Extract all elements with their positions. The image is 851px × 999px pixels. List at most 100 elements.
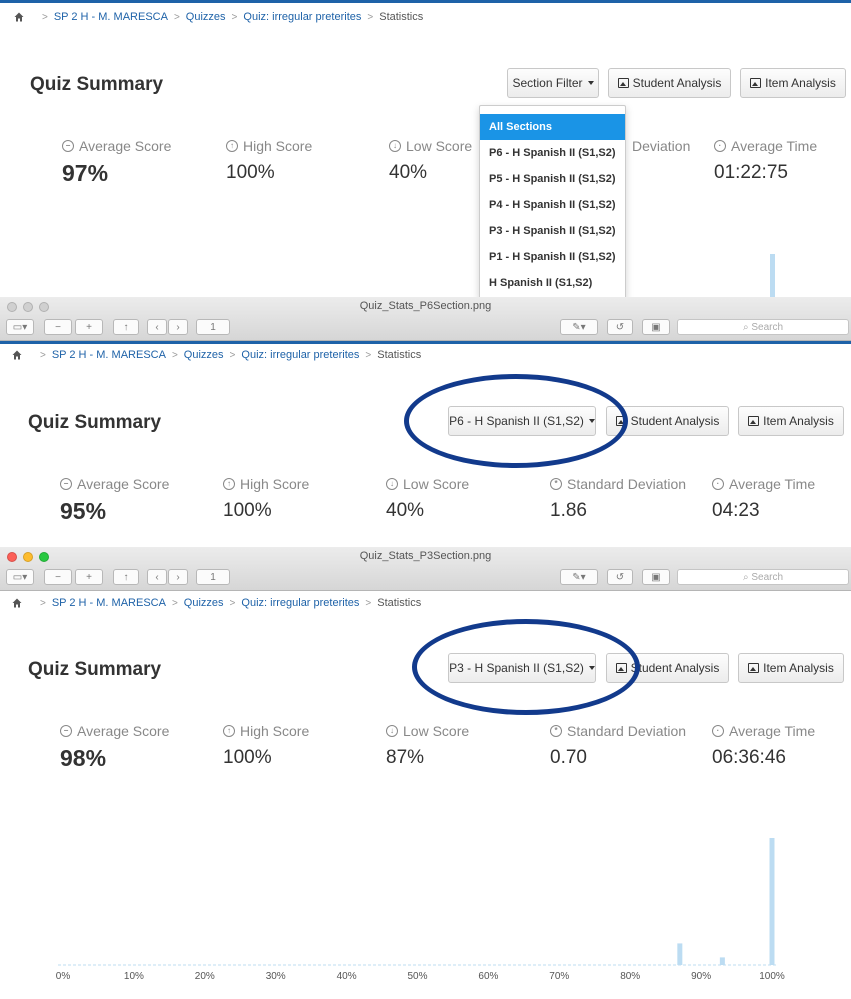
chevron-right-icon: > <box>229 597 236 609</box>
arrow-up-circle-icon: ↑ <box>226 140 238 152</box>
page-number-field[interactable]: 1 <box>196 569 230 585</box>
chevron-right-icon: > <box>40 597 46 609</box>
section-filter-button[interactable]: Section Filter <box>507 68 599 98</box>
breadcrumb-course[interactable]: SP 2 H - M. MARESCA <box>51 597 166 609</box>
stat-label: High Score <box>240 723 310 739</box>
markup-icon[interactable]: ✎▾ <box>560 569 598 585</box>
share-icon[interactable]: ↑ <box>113 319 139 335</box>
chart-x-tick-label: 100% <box>759 971 785 982</box>
section-filter-label: Section Filter <box>512 76 583 90</box>
zoom-out-icon[interactable]: − <box>44 319 72 335</box>
breadcrumb-course[interactable]: SP 2 H - M. MARESCA <box>53 11 168 23</box>
breadcrumb-quizzes[interactable]: Quizzes <box>183 349 224 361</box>
preview-toolbar-2: Quiz_Stats_P3Section.png ▭▾ − + ↑ ‹ › 1 … <box>0 547 851 591</box>
chevron-right-icon: > <box>367 11 374 23</box>
home-icon[interactable] <box>12 598 22 608</box>
chart-x-tick-label: 30% <box>266 971 286 982</box>
rotate-icon[interactable]: ↺ <box>607 569 633 585</box>
stat-std-deviation: * Standard Deviation 1.86 <box>550 476 686 522</box>
menu-item-p5[interactable]: P5 - H Spanish II (S1,S2) <box>489 173 616 185</box>
search-icon: ⌕ <box>742 321 752 333</box>
stat-label: Deviation <box>632 138 691 154</box>
chart-x-tick-label: 20% <box>195 971 215 982</box>
minimize-window-icon[interactable] <box>23 302 33 312</box>
chart-bar <box>769 838 775 965</box>
share-icon[interactable]: ↑ <box>113 569 139 585</box>
item-analysis-label: Item Analysis <box>763 414 834 428</box>
stat-std-deviation: * Standard Deviation 0.70 <box>550 723 686 769</box>
stat-average-time: · Average Time 01:22:75 <box>714 138 817 184</box>
home-icon[interactable] <box>12 350 22 360</box>
annotation-oval <box>412 619 640 715</box>
page-title: Quiz Summary <box>30 74 164 95</box>
top-border <box>0 0 851 3</box>
stat-value: 87% <box>386 747 425 768</box>
stat-value: 40% <box>386 500 425 521</box>
stat-label: Low Score <box>403 476 470 492</box>
annotation-oval <box>404 374 628 468</box>
search-placeholder: Search <box>751 321 784 333</box>
arrow-down-circle-icon: ↓ <box>386 725 398 737</box>
stat-high-score: ↑ High Score 100% <box>223 476 309 522</box>
search-placeholder: Search <box>751 571 784 583</box>
chevron-right-icon: > <box>40 349 46 361</box>
previous-page-icon[interactable]: ‹ <box>147 569 167 585</box>
item-analysis-label: Item Analysis <box>763 661 834 675</box>
close-window-icon[interactable] <box>7 302 17 312</box>
breadcrumb-quiz[interactable]: Quiz: irregular preterites <box>243 11 362 23</box>
stat-label: Low Score <box>406 138 473 154</box>
sidebar-toggle-icon[interactable]: ▭▾ <box>6 319 34 335</box>
stat-value: 100% <box>226 162 275 183</box>
breadcrumb-quizzes[interactable]: Quizzes <box>183 597 224 609</box>
breadcrumb: > SP 2 H - M. MARESCA > Quizzes > Quiz: … <box>12 597 421 609</box>
panel-p3-section: > SP 2 H - M. MARESCA > Quizzes > Quiz: … <box>0 591 851 791</box>
minus-circle-icon: − <box>60 478 72 490</box>
next-page-icon[interactable]: › <box>168 569 188 585</box>
breadcrumb-quizzes[interactable]: Quizzes <box>185 11 226 23</box>
previous-page-icon[interactable]: ‹ <box>147 319 167 335</box>
menu-item-all-sections[interactable]: All Sections <box>480 114 625 140</box>
top-border <box>0 341 851 344</box>
stat-high-score: ↑ High Score 100% <box>223 723 309 769</box>
zoom-window-icon[interactable] <box>39 552 49 562</box>
arrow-down-circle-icon: ↓ <box>386 478 398 490</box>
menu-item-p6[interactable]: P6 - H Spanish II (S1,S2) <box>489 147 616 159</box>
search-input[interactable]: ⌕ Search <box>677 569 849 585</box>
item-analysis-button[interactable]: Item Analysis <box>738 406 844 436</box>
chart-x-tick-label: 90% <box>691 971 711 982</box>
stat-value: 40% <box>389 162 428 183</box>
toolbox-icon[interactable]: ▣ <box>642 569 670 585</box>
next-page-icon[interactable]: › <box>168 319 188 335</box>
breadcrumb-quiz[interactable]: Quiz: irregular preterites <box>241 597 360 609</box>
zoom-in-icon[interactable]: + <box>75 569 103 585</box>
stat-high-score: ↑ High Score 100% <box>226 138 312 184</box>
home-icon[interactable] <box>14 12 24 22</box>
preview-toolbar-1: Quiz_Stats_P6Section.png ▭▾ − + ↑ ‹ › 1 … <box>0 297 851 341</box>
menu-item-p4[interactable]: P4 - H Spanish II (S1,S2) <box>489 199 616 211</box>
chart-x-tick-label: 70% <box>549 971 569 982</box>
toolbox-icon[interactable]: ▣ <box>642 319 670 335</box>
close-window-icon[interactable] <box>7 552 17 562</box>
zoom-window-icon[interactable] <box>39 302 49 312</box>
item-analysis-button[interactable]: Item Analysis <box>740 68 846 98</box>
minimize-window-icon[interactable] <box>23 552 33 562</box>
stat-value: 97% <box>62 160 109 186</box>
markup-icon[interactable]: ✎▾ <box>560 319 598 335</box>
stat-value: 98% <box>60 745 107 771</box>
menu-item-h-spanish[interactable]: H Spanish II (S1,S2) <box>489 277 593 289</box>
stat-average-score: − Average Score 98% <box>60 723 169 772</box>
breadcrumb-course[interactable]: SP 2 H - M. MARESCA <box>51 349 166 361</box>
sidebar-toggle-icon[interactable]: ▭▾ <box>6 569 34 585</box>
stat-label: Average Score <box>77 723 170 739</box>
search-input[interactable]: ⌕ Search <box>677 319 849 335</box>
item-analysis-button[interactable]: Item Analysis <box>738 653 844 683</box>
breadcrumb-quiz[interactable]: Quiz: irregular preterites <box>241 349 360 361</box>
student-analysis-button[interactable]: Student Analysis <box>608 68 731 98</box>
zoom-in-icon[interactable]: + <box>75 319 103 335</box>
zoom-out-icon[interactable]: − <box>44 569 72 585</box>
rotate-icon[interactable]: ↺ <box>607 319 633 335</box>
menu-item-p1[interactable]: P1 - H Spanish II (S1,S2) <box>489 251 616 263</box>
page-number-field[interactable]: 1 <box>196 319 230 335</box>
menu-item-p3[interactable]: P3 - H Spanish II (S1,S2) <box>489 225 616 237</box>
image-icon <box>748 663 760 673</box>
